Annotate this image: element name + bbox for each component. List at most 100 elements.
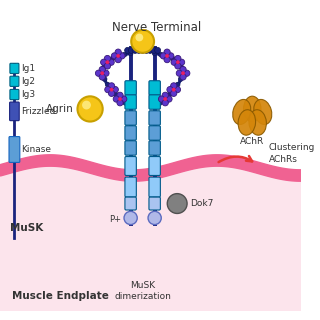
Circle shape — [155, 47, 161, 53]
Text: Kinase: Kinase — [21, 145, 51, 154]
Circle shape — [131, 30, 154, 53]
Circle shape — [167, 194, 187, 213]
Circle shape — [106, 60, 109, 64]
Circle shape — [105, 82, 110, 87]
Circle shape — [160, 53, 166, 59]
Circle shape — [151, 47, 157, 53]
Circle shape — [164, 57, 170, 63]
Circle shape — [162, 92, 168, 99]
Circle shape — [175, 82, 180, 87]
Circle shape — [99, 66, 105, 73]
Circle shape — [108, 83, 115, 89]
Circle shape — [180, 66, 186, 73]
Ellipse shape — [254, 100, 272, 124]
FancyBboxPatch shape — [149, 141, 160, 155]
Circle shape — [175, 55, 181, 62]
Circle shape — [82, 100, 91, 109]
FancyBboxPatch shape — [9, 137, 20, 163]
Text: Muscle Endplate: Muscle Endplate — [12, 291, 108, 301]
Text: Frizzled: Frizzled — [21, 107, 55, 116]
FancyBboxPatch shape — [149, 156, 160, 175]
Circle shape — [124, 47, 131, 53]
Circle shape — [179, 65, 184, 70]
Text: AChR: AChR — [240, 137, 264, 146]
Circle shape — [132, 47, 138, 53]
Text: MuSK
dimerization: MuSK dimerization — [114, 281, 171, 301]
Circle shape — [100, 71, 105, 76]
Circle shape — [147, 47, 153, 53]
FancyBboxPatch shape — [125, 197, 136, 210]
FancyBboxPatch shape — [149, 111, 160, 125]
Circle shape — [184, 70, 190, 76]
Ellipse shape — [0, 0, 320, 52]
Circle shape — [158, 100, 163, 105]
Ellipse shape — [233, 100, 251, 124]
Circle shape — [123, 100, 128, 105]
Circle shape — [148, 211, 161, 225]
Circle shape — [111, 53, 117, 59]
Circle shape — [128, 47, 134, 53]
Circle shape — [105, 60, 110, 65]
Circle shape — [116, 53, 121, 58]
Circle shape — [181, 71, 186, 76]
Circle shape — [165, 54, 169, 58]
Circle shape — [165, 53, 170, 58]
Circle shape — [174, 86, 180, 93]
Circle shape — [164, 97, 167, 101]
Text: MuSK: MuSK — [10, 223, 43, 233]
FancyBboxPatch shape — [125, 126, 136, 140]
Circle shape — [110, 56, 115, 61]
Circle shape — [172, 88, 175, 91]
Text: Ig2: Ig2 — [21, 77, 35, 86]
Circle shape — [167, 86, 173, 93]
Circle shape — [140, 47, 146, 53]
Circle shape — [104, 55, 110, 62]
FancyBboxPatch shape — [125, 95, 136, 109]
FancyBboxPatch shape — [125, 81, 136, 95]
Circle shape — [122, 52, 127, 57]
FancyBboxPatch shape — [0, 160, 300, 310]
Circle shape — [115, 49, 121, 55]
Circle shape — [105, 86, 111, 93]
Text: P+: P+ — [109, 215, 121, 224]
Circle shape — [113, 92, 118, 97]
Circle shape — [175, 63, 181, 69]
Circle shape — [162, 100, 168, 106]
Circle shape — [112, 86, 118, 93]
Circle shape — [95, 70, 102, 76]
FancyBboxPatch shape — [10, 76, 19, 86]
Circle shape — [115, 57, 121, 63]
Circle shape — [167, 92, 172, 97]
FancyBboxPatch shape — [125, 141, 136, 155]
Circle shape — [117, 92, 123, 99]
Circle shape — [152, 51, 157, 56]
FancyBboxPatch shape — [149, 81, 160, 95]
Circle shape — [171, 90, 177, 96]
Circle shape — [128, 51, 133, 56]
Circle shape — [121, 96, 127, 102]
Text: Dok7: Dok7 — [190, 199, 213, 208]
Circle shape — [171, 59, 177, 65]
Circle shape — [119, 53, 125, 59]
Ellipse shape — [238, 110, 256, 135]
Circle shape — [118, 97, 122, 101]
FancyBboxPatch shape — [10, 63, 19, 74]
Circle shape — [171, 87, 176, 92]
FancyBboxPatch shape — [149, 177, 160, 197]
Circle shape — [104, 63, 110, 69]
Circle shape — [136, 47, 142, 53]
Text: Agrin: Agrin — [46, 104, 74, 114]
Circle shape — [163, 97, 168, 101]
Text: Ig3: Ig3 — [21, 90, 35, 99]
Circle shape — [118, 97, 123, 101]
Circle shape — [128, 104, 133, 108]
FancyBboxPatch shape — [149, 197, 160, 210]
Circle shape — [143, 47, 149, 53]
Ellipse shape — [249, 110, 267, 135]
Circle shape — [164, 49, 170, 55]
Circle shape — [176, 70, 182, 76]
Text: Nerve Terminal: Nerve Terminal — [112, 21, 201, 34]
Circle shape — [113, 96, 119, 102]
Circle shape — [178, 77, 183, 82]
Circle shape — [171, 83, 177, 89]
